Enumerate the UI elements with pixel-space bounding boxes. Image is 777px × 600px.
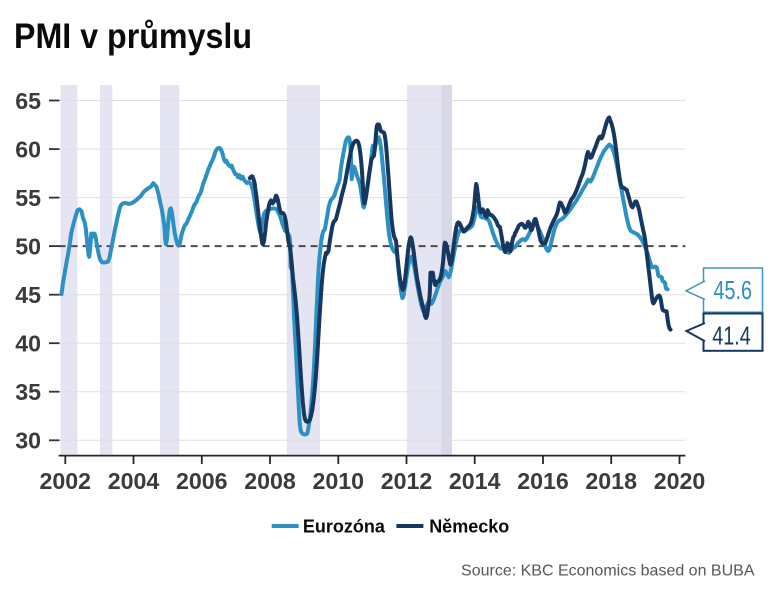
svg-text:30: 30 (15, 428, 41, 454)
svg-text:2020: 2020 (654, 468, 706, 494)
svg-text:55: 55 (15, 185, 41, 211)
svg-text:2016: 2016 (517, 468, 569, 494)
svg-text:Eurozóna: Eurozóna (303, 517, 386, 537)
svg-text:2008: 2008 (244, 468, 296, 494)
svg-text:40: 40 (15, 330, 41, 356)
svg-text:2010: 2010 (313, 468, 365, 494)
svg-text:2014: 2014 (449, 468, 501, 494)
svg-text:41.4: 41.4 (712, 322, 751, 350)
svg-text:2012: 2012 (381, 468, 433, 494)
svg-text:2002: 2002 (40, 468, 92, 494)
svg-text:2006: 2006 (176, 468, 228, 494)
svg-text:60: 60 (15, 136, 41, 162)
svg-text:2004: 2004 (108, 468, 160, 494)
svg-text:PMI v průmyslu: PMI v průmyslu (14, 17, 252, 56)
svg-text:50: 50 (15, 233, 41, 259)
svg-text:65: 65 (15, 88, 41, 114)
svg-text:35: 35 (15, 379, 41, 405)
svg-text:Německo: Německo (429, 517, 509, 537)
svg-text:45.6: 45.6 (714, 277, 753, 305)
svg-text:2018: 2018 (585, 468, 637, 494)
svg-text:Source: KBC Economics based on: Source: KBC Economics based on BUBA (461, 563, 755, 580)
svg-text:45: 45 (15, 282, 41, 308)
